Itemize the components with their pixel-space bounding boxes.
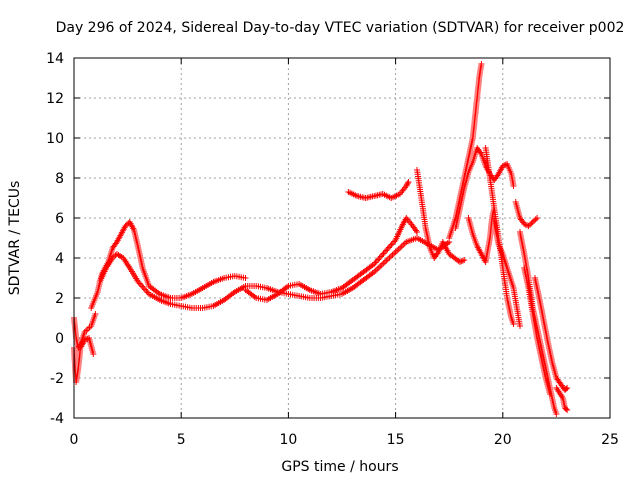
y-tick-label: 8 [55, 171, 64, 187]
y-tick-label: 2 [55, 291, 64, 307]
chart-title: Day 296 of 2024, Sidereal Day-to-day VTE… [56, 20, 625, 36]
sdtvar-series [71, 61, 571, 417]
x-axis-ticks: 0 5 10 15 20 25 [70, 58, 619, 448]
x-tick-label: 0 [70, 432, 79, 448]
y-tick-label: 10 [46, 131, 64, 147]
y-tick-label: -2 [50, 371, 64, 387]
y-tick-label: 12 [46, 91, 64, 107]
y-tick-label: -4 [50, 411, 64, 427]
x-tick-label: 5 [177, 432, 186, 448]
y-tick-label: 4 [55, 251, 64, 267]
x-axis-label: GPS time / hours [281, 459, 398, 475]
x-tick-label: 25 [601, 432, 619, 448]
x-tick-label: 15 [387, 432, 405, 448]
y-axis-label: SDTVAR / TECUs [7, 181, 23, 296]
plot-frame [73, 57, 611, 419]
y-tick-label: 6 [55, 211, 64, 227]
x-tick-label: 20 [494, 432, 512, 448]
y-axis-ticks: -4 -2 0 2 4 6 8 10 12 14 [46, 51, 610, 427]
y-tick-label: 0 [55, 331, 64, 347]
y-tick-label: 14 [46, 51, 64, 67]
x-tick-label: 10 [279, 432, 297, 448]
sdtvar-points [71, 61, 571, 417]
grid-lines [74, 58, 610, 418]
